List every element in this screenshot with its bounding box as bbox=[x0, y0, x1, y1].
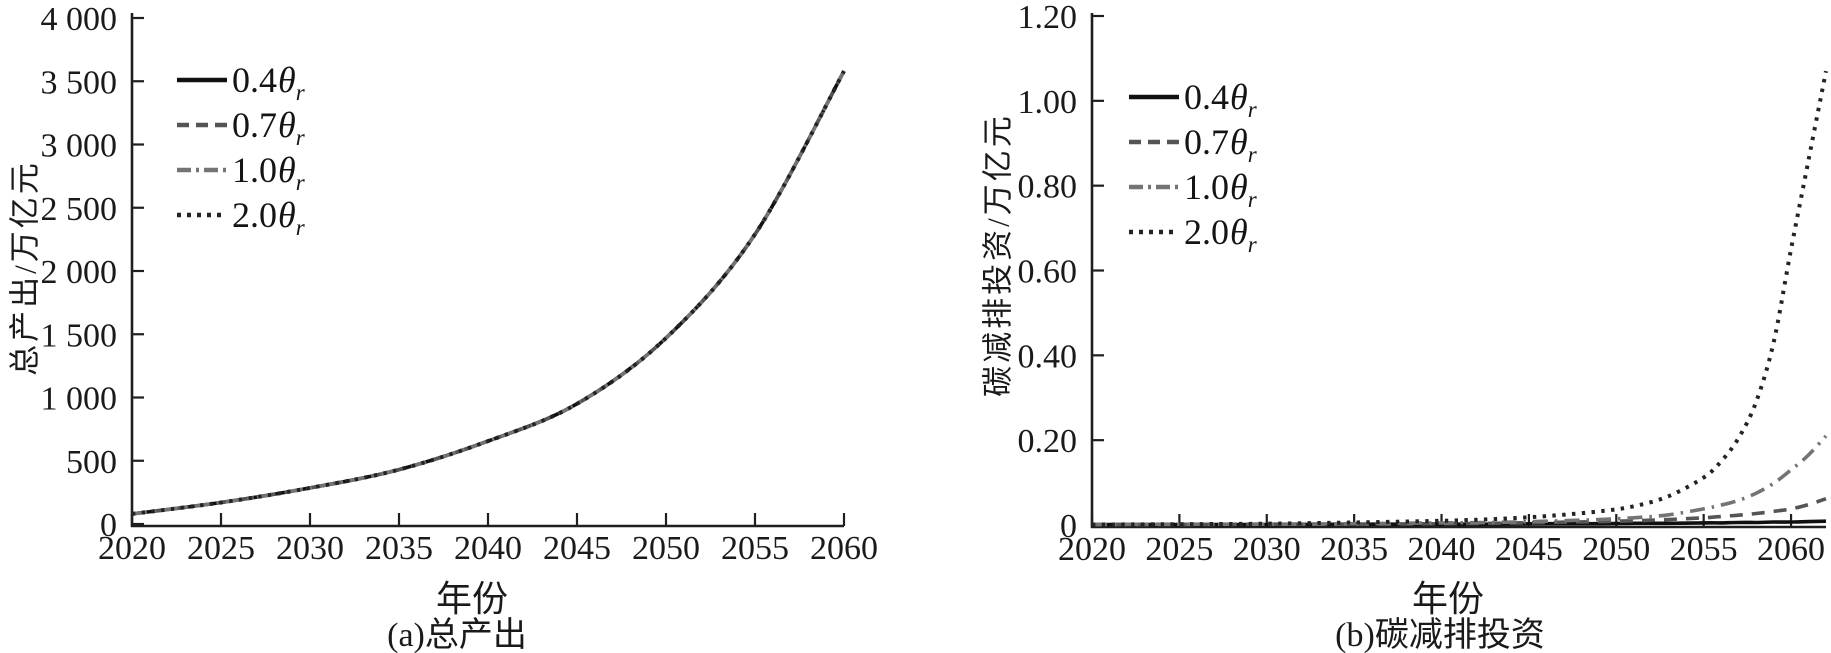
y-tick-label: 1 500 bbox=[41, 317, 118, 354]
caption-a: (a)总产出 bbox=[387, 617, 527, 653]
legend-item: 0.4 θ r bbox=[1128, 74, 1257, 122]
x-tick-label: 2040 bbox=[1408, 531, 1476, 568]
y-tick-label: 1 000 bbox=[41, 381, 118, 418]
y-tick-label: 2 000 bbox=[41, 254, 118, 291]
y-axis-label-b: 碳减排投资/万亿元 bbox=[980, 113, 1016, 397]
legend-subscript: r bbox=[1247, 97, 1257, 122]
legend-theta-symbol: θ bbox=[278, 194, 296, 235]
x-tick-label: 2035 bbox=[1320, 531, 1388, 568]
legend-line-dotted-icon bbox=[1129, 229, 1179, 234]
legend-b: 0.4 θ r 0.7 θ r 1.0 θ r 2.0 θ r bbox=[1128, 74, 1257, 257]
series-line-1.0θr bbox=[1091, 434, 1828, 527]
legend-item: 0.7 θ r bbox=[176, 102, 305, 150]
x-tick-label: 2060 bbox=[810, 530, 878, 567]
y-tick-label: 3 500 bbox=[41, 64, 118, 101]
y-tick-label: 0.20 bbox=[1018, 423, 1078, 460]
legend-coef: 2.0 bbox=[232, 194, 277, 235]
x-tick-label: 2060 bbox=[1757, 531, 1825, 568]
y-tick-label: 500 bbox=[66, 444, 117, 481]
y-tick-label: 0.80 bbox=[1018, 169, 1078, 206]
y-tick-label: 0 bbox=[1060, 508, 1077, 545]
legend-line-dashdot-icon bbox=[1129, 184, 1179, 189]
chart-a: 0 500 1 000 1 500 2 000 2 500 3 000 3 500 4 000 2… bbox=[41, 1, 879, 567]
y-tick-label: 3 000 bbox=[41, 128, 118, 165]
legend-coef: 2.0 bbox=[1184, 211, 1229, 252]
x-tick-label: 2055 bbox=[721, 530, 789, 567]
legend-item: 1.0 θ r bbox=[1128, 164, 1257, 212]
x-tick-label: 2045 bbox=[543, 530, 611, 567]
x-axis-label-b: 年份 bbox=[1411, 579, 1485, 619]
y-axis-label-a: 总产出/万亿元 bbox=[7, 160, 43, 376]
legend-theta-symbol: θ bbox=[278, 59, 296, 100]
legend-line-dashed-icon bbox=[1129, 139, 1179, 144]
legend-coef: 0.7 bbox=[1184, 121, 1229, 162]
x-tick-label: 2025 bbox=[1145, 531, 1213, 568]
legend-line-dotted-icon bbox=[177, 212, 227, 217]
x-tick-label: 2050 bbox=[1582, 531, 1650, 568]
legend-theta-symbol: θ bbox=[1230, 76, 1248, 117]
x-axis-label-a: 年份 bbox=[435, 579, 509, 619]
legend-line-solid-icon bbox=[177, 77, 227, 82]
y-tick-label: 0.60 bbox=[1018, 254, 1078, 291]
legend-theta-symbol: θ bbox=[1230, 166, 1248, 207]
legend-subscript: r bbox=[295, 125, 305, 150]
legend-line-dashdot-icon bbox=[177, 167, 227, 172]
legend-subscript: r bbox=[1247, 232, 1257, 257]
legend-theta-symbol: θ bbox=[278, 104, 296, 145]
legend-line-dashed-icon bbox=[177, 122, 227, 127]
y-tick-label: 2 500 bbox=[41, 191, 118, 228]
legend-subscript: r bbox=[295, 80, 305, 105]
legend-subscript: r bbox=[1247, 187, 1257, 212]
x-tick-label: 2055 bbox=[1670, 531, 1738, 568]
legend-theta-symbol: θ bbox=[1230, 211, 1248, 252]
caption-b: (b)碳减排投资 bbox=[1335, 617, 1545, 653]
legend-coef: 0.4 bbox=[1184, 76, 1229, 117]
y-tick-label: 1.20 bbox=[1018, 0, 1078, 36]
legend-coef: 0.4 bbox=[232, 59, 277, 100]
legend-item: 0.7 θ r bbox=[1128, 119, 1257, 167]
x-tick-label: 2030 bbox=[276, 530, 344, 567]
y-tick-label: 0.40 bbox=[1018, 338, 1078, 375]
legend-item: 2.0 θ r bbox=[176, 192, 305, 240]
legend-item: 2.0 θ r bbox=[1128, 209, 1257, 257]
x-tick-label: 2025 bbox=[187, 530, 255, 567]
legend-a: 0.4 θ r 0.7 θ r 1.0 θ r 2.0 θ r bbox=[176, 57, 305, 240]
legend-coef: 1.0 bbox=[232, 149, 277, 190]
series-line-2.0θr bbox=[131, 70, 846, 516]
x-tick-label: 2050 bbox=[632, 530, 700, 567]
y-tick-label: 4 000 bbox=[41, 1, 118, 38]
x-tick-label: 2035 bbox=[365, 530, 433, 567]
x-tick-label: 2045 bbox=[1495, 531, 1563, 568]
chart-b: 0 0.20 0.40 0.60 0.80 1.00 1.20 2020 2025 2030 203… bbox=[1018, 0, 1828, 568]
legend-subscript: r bbox=[295, 170, 305, 195]
legend-subscript: r bbox=[295, 215, 305, 240]
series-line-0.4θr bbox=[1091, 519, 1827, 527]
x-tick-label: 2030 bbox=[1233, 531, 1301, 568]
x-tick-label: 2020 bbox=[98, 530, 166, 567]
legend-item: 1.0 θ r bbox=[176, 147, 305, 195]
x-tick-label: 2040 bbox=[454, 530, 522, 567]
y-tick-label: 0 bbox=[100, 507, 117, 544]
legend-item: 0.4 θ r bbox=[176, 57, 305, 105]
series-line-0.7θr bbox=[1091, 496, 1827, 527]
y-tick-label: 1.00 bbox=[1018, 84, 1078, 121]
legend-coef: 1.0 bbox=[1184, 166, 1229, 207]
x-tick-label: 2020 bbox=[1058, 531, 1126, 568]
legend-subscript: r bbox=[1247, 142, 1257, 167]
legend-line-solid-icon bbox=[1129, 94, 1179, 99]
legend-theta-symbol: θ bbox=[1230, 121, 1248, 162]
legend-coef: 0.7 bbox=[232, 104, 277, 145]
legend-theta-symbol: θ bbox=[278, 149, 296, 190]
